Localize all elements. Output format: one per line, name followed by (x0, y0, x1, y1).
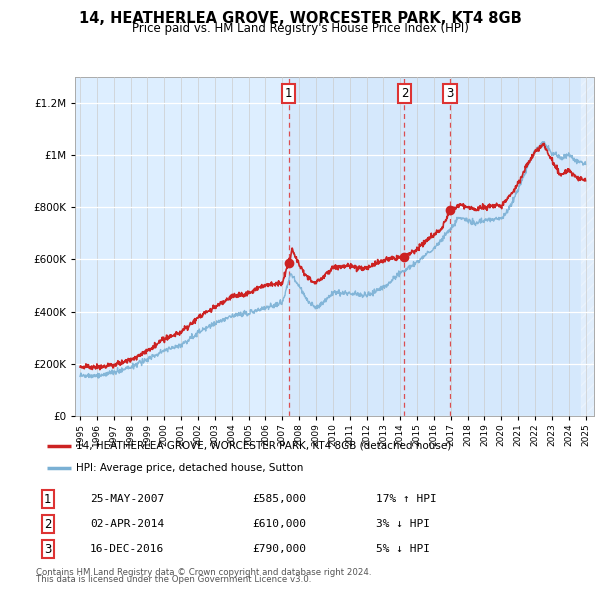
Text: 17% ↑ HPI: 17% ↑ HPI (376, 494, 437, 504)
Text: Price paid vs. HM Land Registry's House Price Index (HPI): Price paid vs. HM Land Registry's House … (131, 22, 469, 35)
Text: 14, HEATHERLEA GROVE, WORCESTER PARK, KT4 8GB: 14, HEATHERLEA GROVE, WORCESTER PARK, KT… (79, 11, 521, 25)
Text: HPI: Average price, detached house, Sutton: HPI: Average price, detached house, Sutt… (77, 463, 304, 473)
Bar (289, 77, 594, 416)
Text: £610,000: £610,000 (252, 519, 306, 529)
Bar (581, 77, 594, 416)
Text: 5% ↓ HPI: 5% ↓ HPI (376, 544, 430, 554)
Text: 2: 2 (44, 518, 52, 531)
Text: 1: 1 (44, 493, 52, 506)
Text: 25-MAY-2007: 25-MAY-2007 (90, 494, 164, 504)
Text: 3: 3 (446, 87, 454, 100)
Text: £585,000: £585,000 (252, 494, 306, 504)
Text: 02-APR-2014: 02-APR-2014 (90, 519, 164, 529)
Text: 14, HEATHERLEA GROVE, WORCESTER PARK, KT4 8GB (detached house): 14, HEATHERLEA GROVE, WORCESTER PARK, KT… (77, 441, 452, 451)
Text: 3: 3 (44, 543, 52, 556)
Text: 16-DEC-2016: 16-DEC-2016 (90, 544, 164, 554)
Text: 2: 2 (401, 87, 408, 100)
Text: 3% ↓ HPI: 3% ↓ HPI (376, 519, 430, 529)
Text: 1: 1 (285, 87, 292, 100)
Text: This data is licensed under the Open Government Licence v3.0.: This data is licensed under the Open Gov… (36, 575, 311, 584)
Text: Contains HM Land Registry data © Crown copyright and database right 2024.: Contains HM Land Registry data © Crown c… (36, 568, 371, 576)
Text: £790,000: £790,000 (252, 544, 306, 554)
